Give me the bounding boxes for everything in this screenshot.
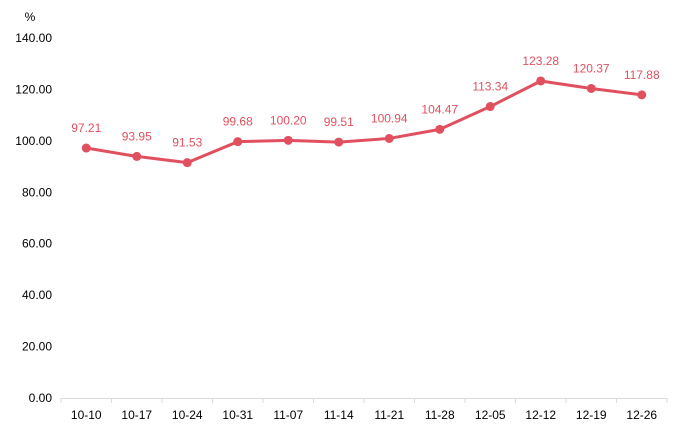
series-line [84, 79, 644, 165]
x-tick-label: 11-14 [324, 408, 354, 422]
x-tick-label: 12-12 [525, 408, 556, 422]
y-tick-label: 140.00 [15, 31, 52, 45]
data-label: 99.68 [223, 115, 253, 129]
data-labels: 97.21 93.95 91.53 99.68 100.20 99.51 100.94 104… [71, 54, 660, 150]
data-point [536, 76, 546, 86]
data-points [81, 76, 647, 168]
x-tick-label: 11-21 [374, 408, 404, 422]
data-label: 100.94 [371, 111, 408, 125]
data-point [81, 143, 91, 153]
data-label: 123.28 [522, 54, 559, 68]
data-point [132, 151, 142, 161]
data-point [485, 102, 495, 112]
data-label: 113.34 [472, 80, 508, 94]
x-tick-label: 12-19 [576, 408, 607, 422]
data-point [435, 124, 445, 134]
data-label: 99.51 [324, 115, 354, 129]
y-tick-label: 40.00 [22, 288, 52, 302]
data-label: 100.20 [270, 113, 307, 127]
x-axis-ticks: 10-10 10-17 10-24 10-31 11-07 11-14 11-21 11-28… [60, 398, 668, 422]
data-point [384, 133, 394, 143]
data-label: 93.95 [122, 129, 152, 143]
y-tick-label: 120.00 [15, 82, 52, 96]
x-tick-label: 11-07 [273, 408, 303, 422]
data-point [637, 90, 647, 100]
data-point [182, 158, 192, 168]
y-tick-label: 20.00 [22, 340, 52, 354]
x-tick-label: 10-17 [121, 408, 152, 422]
data-point [334, 137, 344, 147]
data-label: 97.21 [71, 121, 101, 135]
y-axis-ticks: 0.00 20.00 40.00 60.00 80.00 100.00 120.00 140.… [15, 31, 52, 405]
x-tick-label: 10-31 [222, 408, 253, 422]
x-tick-label: 10-10 [71, 408, 102, 422]
y-tick-label: 80.00 [22, 185, 52, 199]
data-point [283, 135, 293, 145]
data-label: 120.37 [573, 61, 610, 75]
data-label: 91.53 [172, 136, 202, 150]
data-point [233, 137, 243, 147]
x-tick-label: 12-26 [626, 408, 657, 422]
data-point [586, 83, 596, 93]
y-tick-label: 60.00 [22, 237, 52, 251]
x-tick-label: 10-24 [172, 408, 203, 422]
data-label: 104.47 [421, 102, 458, 116]
y-tick-label: 100.00 [15, 134, 52, 148]
y-axis-unit-label: % [25, 10, 36, 24]
x-tick-label: 12-05 [475, 408, 506, 422]
data-label: 117.88 [624, 68, 660, 82]
x-tick-label: 11-28 [425, 408, 455, 422]
y-tick-label: 0.00 [29, 391, 53, 405]
